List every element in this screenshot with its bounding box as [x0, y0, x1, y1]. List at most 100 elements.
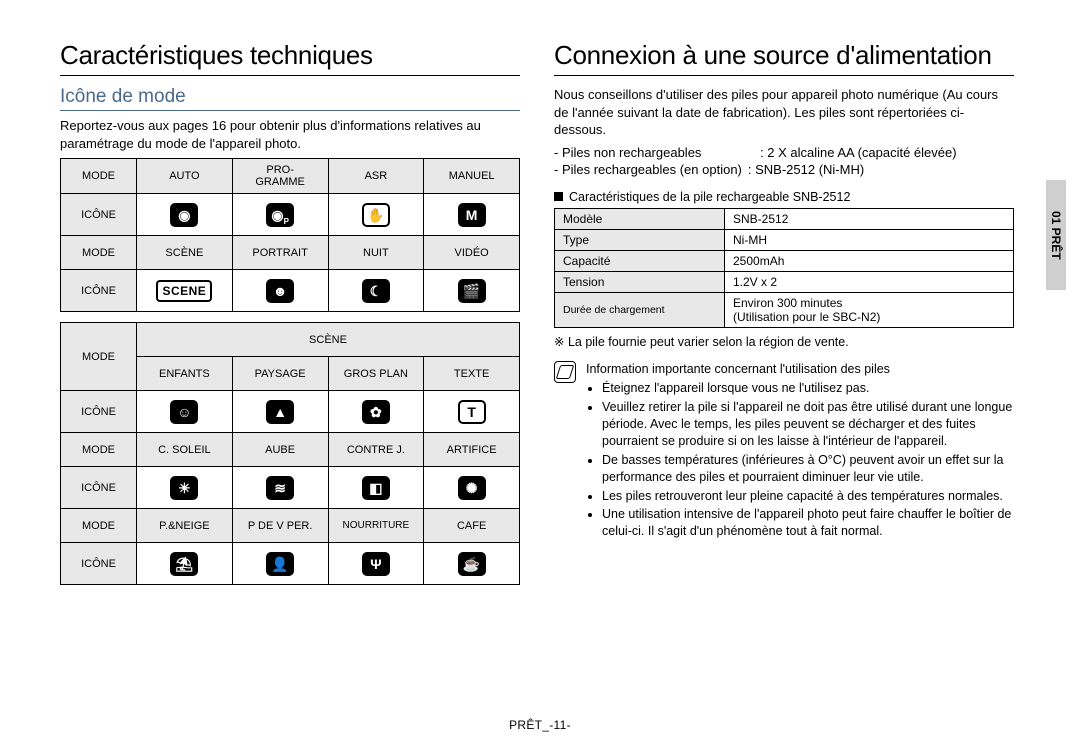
sunset-icon: ☀ [170, 476, 198, 500]
table-row: Durée de chargementEnviron 300 minutes (… [555, 293, 1014, 328]
icon-cell: ◉P [232, 194, 328, 236]
mode-cell: P DE V PER. [232, 509, 328, 543]
two-column-layout: Caractéristiques techniques Icône de mod… [60, 40, 1032, 585]
row-label: ICÔNE [61, 270, 137, 312]
table-row: MODE P.&NEIGE P DE V PER. NOURRITURE CAF… [61, 509, 520, 543]
mode-table-scene: MODE SCÈNE ENFANTS PAYSAGE GROS PLAN TEX… [60, 322, 520, 585]
table-row: ICÔNE ◉ ◉P ✋ M [61, 194, 520, 236]
spec-value: Environ 300 minutes (Utilisation pour le… [725, 293, 1014, 328]
mode-cell: GROS PLAN [328, 357, 424, 391]
mode-cell: CAFE [424, 509, 520, 543]
spec-key: Capacité [555, 251, 725, 272]
table-row: MODE C. SOLEIL AUBE CONTRE J. ARTIFICE [61, 433, 520, 467]
battery-types-list: - Piles non rechargeables : 2 X alcaline… [554, 145, 1014, 179]
info-lead: Information importante concernant l'util… [586, 361, 1014, 378]
icon-cell: ◉ [137, 194, 233, 236]
spec-key: Modèle [555, 209, 725, 230]
spec-heading-text: Caractéristiques de la pile rechargeable… [569, 190, 850, 204]
spec-key: Type [555, 230, 725, 251]
mode-cell: CONTRE J. [328, 433, 424, 467]
left-intro: Reportez-vous aux pages 16 pour obtenir … [60, 117, 520, 152]
closeup-flower-icon: ✿ [362, 400, 390, 424]
table-row: Capacité2500mAh [555, 251, 1014, 272]
mode-cell: ENFANTS [137, 357, 233, 391]
food-fork-icon: Ψ [362, 552, 390, 576]
icon-cell: M [424, 194, 520, 236]
self-portrait-icon: 👤 [266, 552, 294, 576]
table-row: TypeNi-MH [555, 230, 1014, 251]
row-label: ICÔNE [61, 543, 137, 585]
list-item: Une utilisation intensive de l'appareil … [602, 506, 1014, 540]
icon-cell: ◧ [328, 467, 424, 509]
landscape-mountain-icon: ▲ [266, 400, 294, 424]
info-note-icon [554, 361, 576, 383]
table-row: ICÔNE ☀ ≋ ◧ ✺ [61, 467, 520, 509]
backlight-icon: ◧ [362, 476, 390, 500]
icon-cell: ☺ [137, 391, 233, 433]
icon-cell: ≋ [232, 467, 328, 509]
row-label: MODE [61, 433, 137, 467]
battery-type-value: : 2 X alcaline AA (capacité élevée) [760, 145, 957, 162]
square-bullet-icon [554, 192, 563, 201]
table-row: Tension1.2V x 2 [555, 272, 1014, 293]
icon-cell: ☻ [232, 270, 328, 312]
icon-cell: 👤 [232, 543, 328, 585]
mode-cell: MANUEL [424, 159, 520, 194]
icon-cell: Ψ [328, 543, 424, 585]
region-note: ※ La pile fournie peut varier selon la r… [554, 334, 1014, 349]
battery-type-label: - Piles rechargeables (en option) [554, 162, 742, 179]
asr-hand-icon: ✋ [362, 203, 390, 227]
mode-cell: SCÈNE [137, 236, 233, 270]
manual-page: Caractéristiques techniques Icône de mod… [0, 0, 1080, 746]
list-item: Les piles retrouveront leur pleine capac… [602, 488, 1014, 505]
portrait-face-icon: ☻ [266, 279, 294, 303]
spec-key: Durée de chargement [555, 293, 725, 328]
list-item: Éteignez l'appareil lorsque vous ne l'ut… [602, 380, 1014, 397]
row-label: MODE [61, 159, 137, 194]
table-row: ICÔNE SCENE ☻ ☾ 🎬 [61, 270, 520, 312]
icon-cell: ☀ [137, 467, 233, 509]
mode-table-main: MODE AUTO PRO- GRAMME ASR MANUEL ICÔNE ◉… [60, 158, 520, 312]
list-item: - Piles rechargeables (en option) : SNB-… [554, 162, 1014, 179]
right-column: Connexion à une source d'alimentation No… [554, 40, 1032, 585]
mode-cell: C. SOLEIL [137, 433, 233, 467]
info-box: Information importante concernant l'util… [554, 361, 1014, 542]
left-column: Caractéristiques techniques Icône de mod… [60, 40, 520, 585]
spec-value: Ni-MH [725, 230, 1014, 251]
battery-spec-table: ModèleSNB-2512 TypeNi-MH Capacité2500mAh… [554, 208, 1014, 328]
scene-group-header: SCÈNE [137, 323, 520, 357]
icon-cell: ⛱ [137, 543, 233, 585]
icon-cell: ▲ [232, 391, 328, 433]
cafe-cup-icon: ☕ [458, 552, 486, 576]
manual-m-icon: M [458, 203, 486, 227]
row-label: MODE [61, 323, 137, 391]
row-label: ICÔNE [61, 467, 137, 509]
fireworks-icon: ✺ [458, 476, 486, 500]
table-row: MODE SCÈNE PORTRAIT NUIT VIDÉO [61, 236, 520, 270]
video-film-icon: 🎬 [458, 279, 486, 303]
mode-cell: NOURRITURE [328, 509, 424, 543]
spec-value: SNB-2512 [725, 209, 1014, 230]
mode-cell: PRO- GRAMME [232, 159, 328, 194]
left-subtitle: Icône de mode [60, 86, 520, 111]
table-row: ICÔNE ☺ ▲ ✿ T [61, 391, 520, 433]
table-row: ICÔNE ⛱ 👤 Ψ ☕ [61, 543, 520, 585]
icon-cell: SCENE [137, 270, 233, 312]
row-label: MODE [61, 236, 137, 270]
mode-cell: AUTO [137, 159, 233, 194]
row-label: ICÔNE [61, 194, 137, 236]
info-bullets: Information importante concernant l'util… [586, 361, 1014, 542]
left-title: Caractéristiques techniques [60, 40, 520, 76]
table-row: ModèleSNB-2512 [555, 209, 1014, 230]
row-label: MODE [61, 509, 137, 543]
row-label: ICÔNE [61, 391, 137, 433]
page-footer: PRÊT_-11- [0, 718, 1080, 732]
icon-cell: ✿ [328, 391, 424, 433]
mode-cell: ARTIFICE [424, 433, 520, 467]
mode-cell: PORTRAIT [232, 236, 328, 270]
mode-cell: P.&NEIGE [137, 509, 233, 543]
mode-cell: PAYSAGE [232, 357, 328, 391]
list-item: De basses températures (inférieures à O°… [602, 452, 1014, 486]
icon-cell: ✺ [424, 467, 520, 509]
table-row: MODE AUTO PRO- GRAMME ASR MANUEL [61, 159, 520, 194]
